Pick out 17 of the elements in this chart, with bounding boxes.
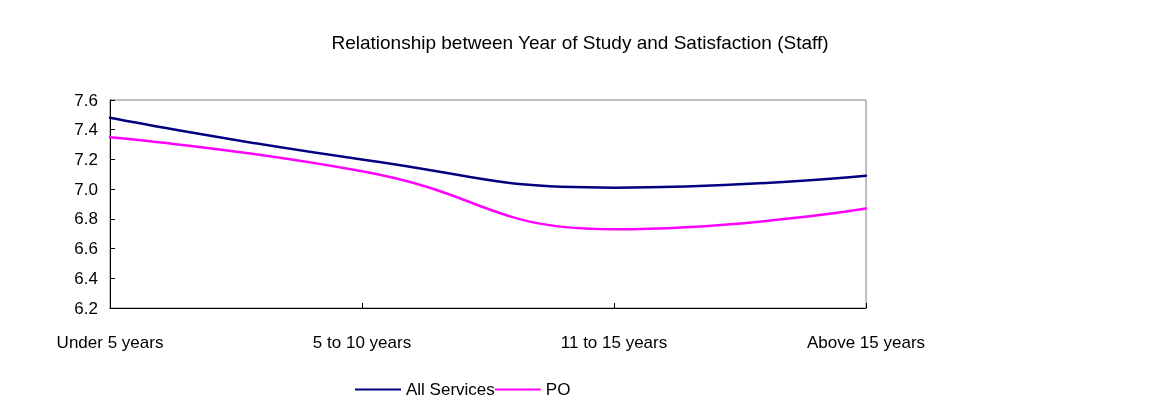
y-tick-label: 7.2 <box>74 149 98 169</box>
x-tick-label: Above 15 years <box>806 333 926 352</box>
legend-label: PO <box>545 380 571 399</box>
y-tick-label: 7.4 <box>74 120 98 140</box>
x-tick-label: Under 5 years <box>56 333 164 352</box>
y-tick-label: 6.4 <box>74 268 98 288</box>
legend-label: All Services <box>406 380 495 399</box>
line-series <box>108 135 868 231</box>
y-tick-label: 7.6 <box>74 90 98 110</box>
x-tick-label: 11 to 15 years <box>560 333 668 352</box>
y-tick-label: 7.0 <box>74 179 98 199</box>
line-series <box>108 116 868 189</box>
chart-title: Relationship between Year of Study and Satisfaction (Staff) <box>331 32 829 53</box>
x-tick-label: 5 to 10 years <box>312 333 412 352</box>
y-tick-label: 6.2 <box>74 298 98 318</box>
y-tick-label: 6.8 <box>74 209 98 229</box>
y-tick-label: 6.6 <box>74 239 98 259</box>
